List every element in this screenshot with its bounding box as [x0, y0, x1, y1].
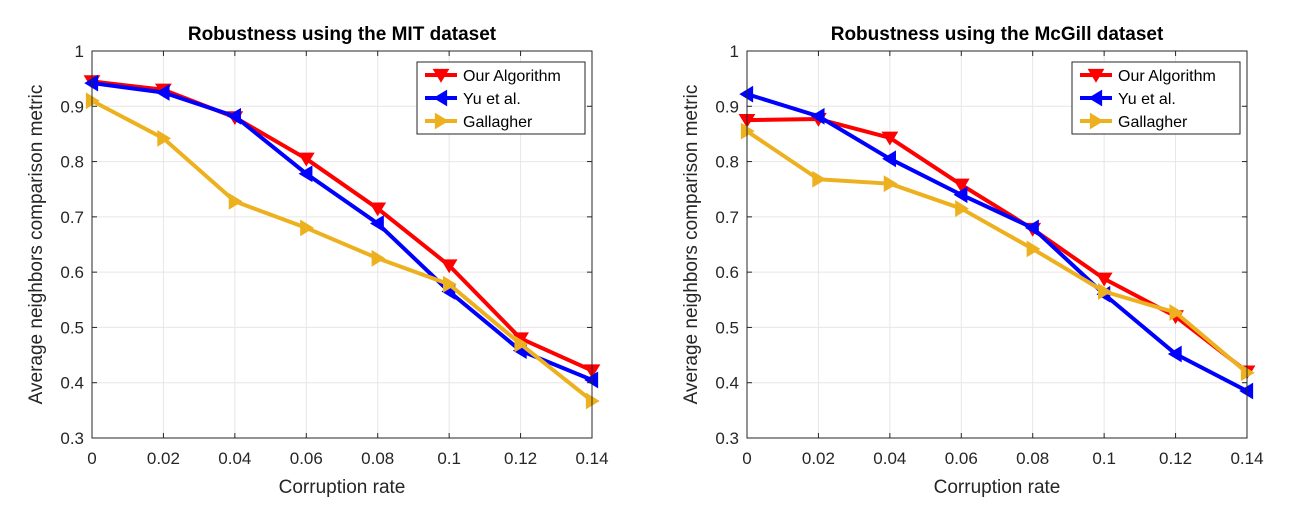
y-tick-label: 0.8	[60, 153, 84, 172]
chart-panel-2: 0 0.02 0.04 0.06 0.08 0.1 0.12 0.14 0.3 0.4 0.5 0.6…	[681, 24, 1264, 498]
data-point	[812, 170, 827, 188]
data-point	[300, 219, 315, 237]
legend-marker	[1088, 89, 1103, 107]
data-point	[228, 192, 243, 210]
y-tick-label: 1	[730, 42, 739, 61]
series-line-2	[91, 81, 593, 382]
data-point	[85, 92, 100, 110]
chart-title: Robustness using the MIT dataset	[188, 24, 497, 45]
legend-marker	[1089, 112, 1104, 130]
data-point	[1095, 272, 1113, 287]
y-tick-label: 1	[75, 42, 84, 61]
data-point	[881, 131, 899, 146]
x-tick-label: 0	[87, 449, 96, 468]
chart-panel-1: 0 0.02 0.04 0.06 0.08 0.1 0.12 0.14 0.3 0.4 0.5 0.6…	[26, 24, 609, 498]
series-line-1	[91, 79, 593, 373]
data-point	[369, 202, 387, 217]
x-tick-label: 0.14	[575, 449, 608, 468]
y-tick-label: 0.4	[715, 374, 739, 393]
data-point	[297, 152, 315, 167]
legend-entry: Gallagher	[1118, 114, 1188, 131]
legend: Our Algorithm Yu et al. Gallagher	[416, 61, 586, 135]
data-point	[1167, 345, 1182, 363]
legend-entry: Our Algorithm	[1118, 68, 1216, 85]
y-tick-label: 0.9	[60, 97, 84, 116]
x-tick-label: 0.14	[1230, 449, 1263, 468]
series-line-3	[91, 98, 594, 403]
x-tick-label: 0.1	[437, 449, 461, 468]
x-tick-label: 0.06	[945, 449, 978, 468]
y-tick-label: 0.9	[715, 97, 739, 116]
y-tick-label: 0.3	[715, 429, 739, 448]
data-point	[227, 107, 241, 125]
data-point	[440, 259, 458, 274]
data-point	[585, 392, 600, 410]
data-point	[84, 74, 99, 92]
data-point	[584, 371, 599, 389]
y-tick-label: 0.4	[60, 374, 84, 393]
axes-box	[746, 50, 1248, 439]
x-tick-label: 0.02	[802, 449, 835, 468]
legend-marker	[434, 112, 449, 130]
data-point	[1239, 382, 1254, 400]
legend: Our Algorithm Yu et al. Gallagher	[1071, 61, 1241, 135]
legend-entry: Yu et al.	[463, 91, 521, 108]
x-tick-label: 0.12	[504, 449, 537, 468]
y-tick-label: 0.6	[715, 263, 739, 282]
x-axis-label: Corruption rate	[934, 477, 1061, 498]
data-point	[371, 249, 386, 267]
y-axis-label: Average neighbors comparison metric	[681, 85, 702, 405]
legend-entry: Gallagher	[463, 114, 533, 131]
x-tick-label: 0.08	[361, 449, 394, 468]
data-point	[298, 165, 313, 183]
legend-marker	[432, 68, 450, 83]
data-point	[1026, 240, 1041, 258]
y-tick-label: 0.7	[715, 208, 739, 227]
x-tick-label: 0.08	[1016, 449, 1049, 468]
data-point	[1240, 364, 1255, 382]
legend-entry: Our Algorithm	[463, 68, 561, 85]
data-point	[514, 335, 529, 353]
x-tick-label: 0.06	[290, 449, 323, 468]
data-point	[155, 84, 170, 101]
x-tick-label: 0.12	[1159, 449, 1192, 468]
series-group	[83, 74, 601, 410]
data-point	[810, 107, 825, 125]
y-tick-label: 0.8	[715, 153, 739, 172]
data-point	[740, 122, 755, 140]
y-tick-label: 0.5	[715, 318, 739, 337]
data-point	[955, 200, 970, 217]
chart-title: Robustness using the McGill dataset	[831, 24, 1164, 45]
legend-marker	[433, 89, 448, 107]
data-point	[1169, 304, 1184, 321]
x-axis-label: Corruption rate	[279, 477, 406, 498]
series-line-2	[746, 92, 1248, 393]
x-tick-label: 0.1	[1092, 449, 1116, 468]
data-point	[739, 85, 754, 103]
data-point	[952, 178, 970, 193]
y-tick-label: 0.6	[60, 263, 84, 282]
x-tick-label: 0	[742, 449, 751, 468]
axes-box	[91, 50, 593, 439]
legend-entry: Yu et al.	[1118, 91, 1176, 108]
data-point	[953, 186, 968, 204]
data-point	[443, 275, 457, 293]
series-line-3	[745, 129, 1249, 375]
data-point	[1024, 219, 1039, 237]
y-tick-label: 0.5	[60, 318, 84, 337]
data-point	[157, 129, 172, 147]
y-axis-label: Average neighbors comparison metric	[26, 85, 47, 405]
legend-marker	[1087, 68, 1105, 83]
data-point	[369, 215, 384, 232]
x-tick-label: 0.04	[218, 449, 251, 468]
y-tick-label: 0.3	[60, 429, 84, 448]
y-tick-label: 0.7	[60, 208, 84, 227]
data-point	[882, 150, 896, 168]
data-point	[883, 175, 898, 193]
x-tick-label: 0.04	[873, 449, 906, 468]
data-point	[1098, 283, 1112, 300]
x-tick-label: 0.02	[147, 449, 180, 468]
